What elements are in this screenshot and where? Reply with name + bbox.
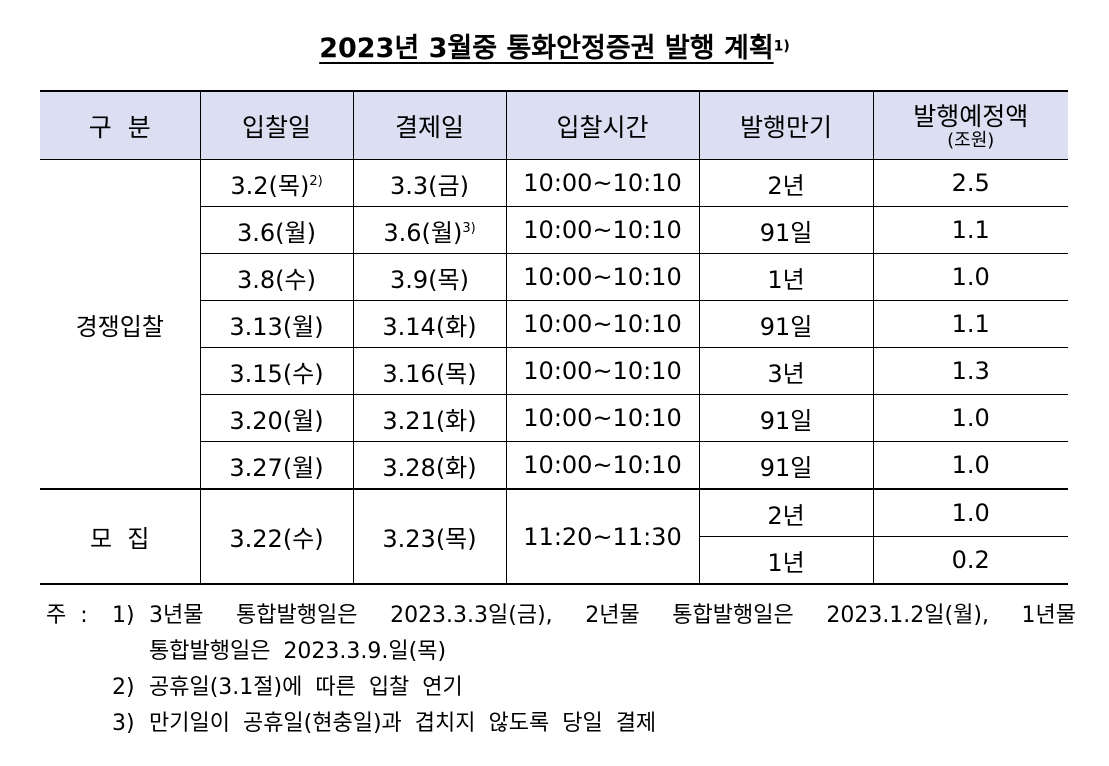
amount-cell: 1.3 (872, 347, 1068, 395)
amount-cell: 1.1 (872, 206, 1068, 254)
auction-date-cell: 3.13(월) (200, 300, 354, 348)
table-row: 1년 0.2 (40, 536, 1068, 585)
amount-cell: 1.0 (872, 488, 1068, 537)
maturity-cell: 91일 (698, 206, 874, 254)
table-row: 3.15(수) 3.16(목) 10:00~10:10 3년 1.3 (40, 347, 1068, 395)
auction-date-cell: 3.15(수) (200, 347, 354, 395)
footnote-text: 공휴일(3.1절)에 따른 입찰 연기 (149, 675, 463, 700)
settle-date: 3.3(금) (390, 171, 469, 200)
auction-time-cell: 11:20~11:30 (505, 488, 700, 585)
footnote-text: 통합발행일은 2023.3.9.일(목) (149, 639, 447, 664)
auction-time-cell: 10:00~10:10 (505, 441, 700, 490)
settle-date-cell: 3.16(목) (352, 347, 507, 395)
header-category: 구 분 (40, 90, 201, 160)
footnote-item: 2) 공휴일(3.1절)에 따른 입찰 연기 (46, 670, 1076, 706)
footnote-item: 3) 만기일이 공휴일(현충일)과 겹치지 않도록 당일 결제 (46, 706, 1076, 742)
settle-date-cell: 3.23(목) (352, 488, 507, 585)
group-competitive-label: 경쟁입찰 (40, 159, 201, 490)
amount-cell: 1.1 (872, 300, 1068, 348)
footnote-text: 만기일이 공휴일(현충일)과 겹치지 않도록 당일 결제 (149, 711, 657, 736)
table-row: 3.20(월) 3.21(화) 10:00~10:10 91일 1.0 (40, 394, 1068, 442)
auction-time-cell: 10:00~10:10 (505, 394, 700, 442)
auction-date-cell: 3.20(월) (200, 394, 354, 442)
footnote-number: 2) (112, 675, 135, 700)
header-amount: 발행예정액 (조원) (872, 90, 1068, 160)
maturity-cell: 1년 (698, 253, 874, 301)
header-amount-unit: (조원) (947, 129, 995, 151)
auction-time-cell: 10:00~10:10 (505, 300, 700, 348)
footnote-mark: 3) (462, 220, 476, 236)
settle-date: 3.6(월) (383, 218, 463, 247)
title-footnote-mark: 1) (773, 38, 790, 55)
footnote-label: 주 : (46, 603, 88, 628)
settle-date-cell: 3.14(화) (352, 300, 507, 348)
table-row: 3.27(월) 3.28(화) 10:00~10:10 91일 1.0 (40, 441, 1068, 490)
maturity-cell: 91일 (698, 441, 874, 490)
issuance-plan-table: 구 분 입찰일 결제일 입찰시간 발행만기 발행예정액 (조원) 경쟁입찰 3.… (40, 90, 1068, 585)
maturity-cell: 2년 (698, 159, 874, 207)
auction-time-cell: 10:00~10:10 (505, 347, 700, 395)
settle-date-cell: 3.3(금) (352, 159, 507, 207)
auction-time-cell: 10:00~10:10 (505, 159, 700, 207)
header-auction-date: 입찰일 (199, 90, 354, 160)
settle-date-cell: 3.28(화) (352, 441, 507, 490)
group-subscription-label: 모 집 (40, 488, 201, 585)
maturity-cell: 91일 (698, 300, 874, 348)
footnote-number: 1) (112, 603, 135, 628)
amount-cell: 1.0 (872, 253, 1068, 301)
footnote-continuation: 통합발행일은 2023.3.9.일(목) (46, 634, 1076, 670)
document-title: 2023년 3월중 통화안정증권 발행 계획1) (0, 26, 1109, 65)
footnotes: 주 : 1) 3년물 통합발행일은 2023.3.3일(금), 2년물 통합발행… (46, 598, 1076, 742)
settle-date-cell: 3.6(월)3) (352, 206, 507, 254)
header-settle-date: 결제일 (352, 90, 507, 160)
amount-cell: 0.2 (872, 536, 1068, 585)
auction-date: 3.2(목) (230, 171, 310, 200)
auction-date-cell: 3.6(월) (200, 206, 354, 254)
footnote-mark: 2) (309, 173, 323, 189)
table-row: 경쟁입찰 3.2(목)2) 3.3(금) 10:00~10:10 2년 2.5 (40, 159, 1068, 490)
footnote-item: 주 : 1) 3년물 통합발행일은 2023.3.3일(금), 2년물 통합발행… (46, 598, 1076, 634)
maturity-cell: 1년 (699, 536, 874, 585)
header-auction-time: 입찰시간 (505, 90, 700, 160)
amount-cell: 2.5 (872, 159, 1068, 207)
auction-time-cell: 10:00~10:10 (505, 206, 700, 254)
auction-date-cell: 3.27(월) (200, 441, 354, 490)
auction-date-cell: 3.2(목)2) (199, 159, 354, 207)
auction-date-cell: 3.22(수) (199, 488, 354, 585)
amount-cell: 1.0 (872, 394, 1068, 442)
maturity-cell: 91일 (698, 394, 874, 442)
header-row: 구 분 입찰일 결제일 입찰시간 발행만기 발행예정액 (조원) (40, 90, 1068, 160)
auction-date-cell: 3.8(수) (200, 253, 354, 301)
amount-cell: 1.0 (872, 441, 1068, 490)
header-maturity: 발행만기 (698, 90, 874, 160)
footnote-text: 3년물 통합발행일은 2023.3.3일(금), 2년물 통합발행일은 2023… (149, 603, 1076, 628)
table-row: 3.6(월) 3.6(월)3) 10:00~10:10 91일 1.1 (40, 206, 1068, 254)
auction-time-cell: 10:00~10:10 (505, 253, 700, 301)
header-amount-label: 발행예정액 (913, 101, 1029, 131)
settle-date-cell: 3.9(목) (352, 253, 507, 301)
footnote-number: 3) (112, 711, 135, 736)
title-text: 2023년 3월중 통화안정증권 발행 계획 (319, 33, 774, 64)
auction-date: 3.6(월) (237, 218, 316, 247)
maturity-cell: 3년 (698, 347, 874, 395)
table-row: 모 집 3.22(수) 3.23(목) 11:20~11:30 2년 1.0 (40, 488, 1068, 585)
maturity-cell: 2년 (698, 488, 874, 537)
settle-date-cell: 3.21(화) (352, 394, 507, 442)
